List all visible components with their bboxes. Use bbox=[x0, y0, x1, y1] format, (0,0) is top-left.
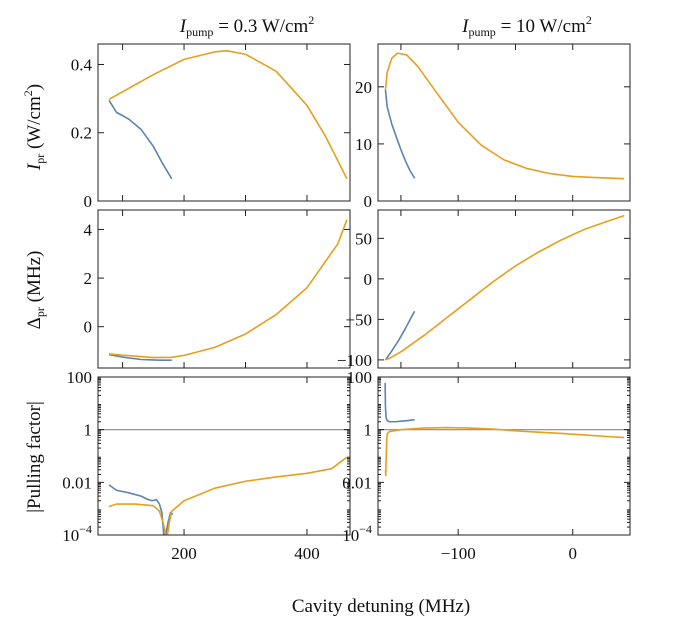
y-tick-label: 0 bbox=[84, 318, 93, 337]
series-orange bbox=[384, 52, 625, 180]
y-tick-label: 1 bbox=[84, 421, 93, 440]
panels: 00.20.401020024−100−5005010−40.011100200… bbox=[62, 43, 631, 563]
series-orange bbox=[108, 219, 348, 359]
y-tick-label: 20 bbox=[355, 78, 372, 97]
series-blue bbox=[108, 353, 172, 362]
ylabel-detuning: Δpr (MHz) bbox=[24, 251, 47, 330]
panel-r1-c1: −100 −50 0 50 bbox=[337, 209, 631, 370]
panel-r1-c0: 0 2 4 bbox=[84, 209, 351, 369]
y-tick-label: 0 bbox=[364, 270, 373, 289]
y-tick-label: 4 bbox=[84, 220, 93, 239]
plot-frame bbox=[97, 209, 351, 369]
plot-frame bbox=[97, 376, 351, 536]
plot-frame bbox=[377, 376, 631, 536]
title-right: Ipump = 10 W/cm2 bbox=[461, 13, 592, 39]
x-tick-label: 400 bbox=[294, 544, 320, 563]
y-tick-label: 0.2 bbox=[71, 124, 92, 143]
panel-r2-c1: 10−4 0.01 1 100 −100 0 bbox=[342, 368, 631, 563]
series-blue bbox=[384, 89, 416, 179]
panel-r0-c0: 0 0.2 0.4 bbox=[71, 43, 351, 211]
series-orange bbox=[385, 214, 625, 361]
ylabel-pulling-factor: |Pulling factor| bbox=[24, 401, 45, 513]
series-blue bbox=[108, 99, 173, 180]
x-tick-label: 0 bbox=[568, 544, 577, 563]
plot-frame bbox=[377, 43, 631, 202]
plot-frame bbox=[377, 209, 631, 369]
panel-r0-c1: 0 10 20 bbox=[355, 43, 631, 211]
y-tick-label: 100 bbox=[67, 368, 93, 387]
series-blue bbox=[384, 310, 416, 361]
series-orange bbox=[108, 50, 348, 180]
title-left: Ipump = 0.3 W/cm2 bbox=[179, 13, 314, 39]
y-tick-label: 0 bbox=[364, 192, 373, 211]
series-blue bbox=[384, 382, 415, 423]
y-tick-label: 50 bbox=[355, 229, 372, 248]
series-blue bbox=[108, 484, 174, 535]
series-orange bbox=[384, 426, 625, 477]
plot-frame bbox=[97, 43, 351, 202]
y-tick-label: 0.4 bbox=[71, 55, 93, 74]
y-tick-label: 10−4 bbox=[62, 522, 92, 545]
y-tick-label: −50 bbox=[345, 310, 372, 329]
y-tick-label: 0.01 bbox=[342, 473, 372, 492]
y-tick-label: 1 bbox=[364, 421, 373, 440]
series-orange bbox=[108, 456, 348, 535]
y-tick-label: 10−4 bbox=[342, 522, 372, 545]
ylabel-intensity: Ipr (W/cm2) bbox=[21, 84, 47, 171]
y-tick-label: 2 bbox=[84, 269, 93, 288]
y-tick-label: 0 bbox=[84, 192, 93, 211]
panel-r2-c0: 10−4 0.01 1 100 200 400 bbox=[62, 368, 351, 563]
xlabel: Cavity detuning (MHz) bbox=[292, 596, 470, 617]
x-tick-label: 200 bbox=[171, 544, 197, 563]
y-tick-label: 0.01 bbox=[62, 473, 92, 492]
y-tick-label: 10 bbox=[355, 135, 372, 154]
y-tick-label: 100 bbox=[347, 368, 373, 387]
x-tick-label: −100 bbox=[441, 544, 476, 563]
y-tick-label: −100 bbox=[337, 351, 372, 370]
